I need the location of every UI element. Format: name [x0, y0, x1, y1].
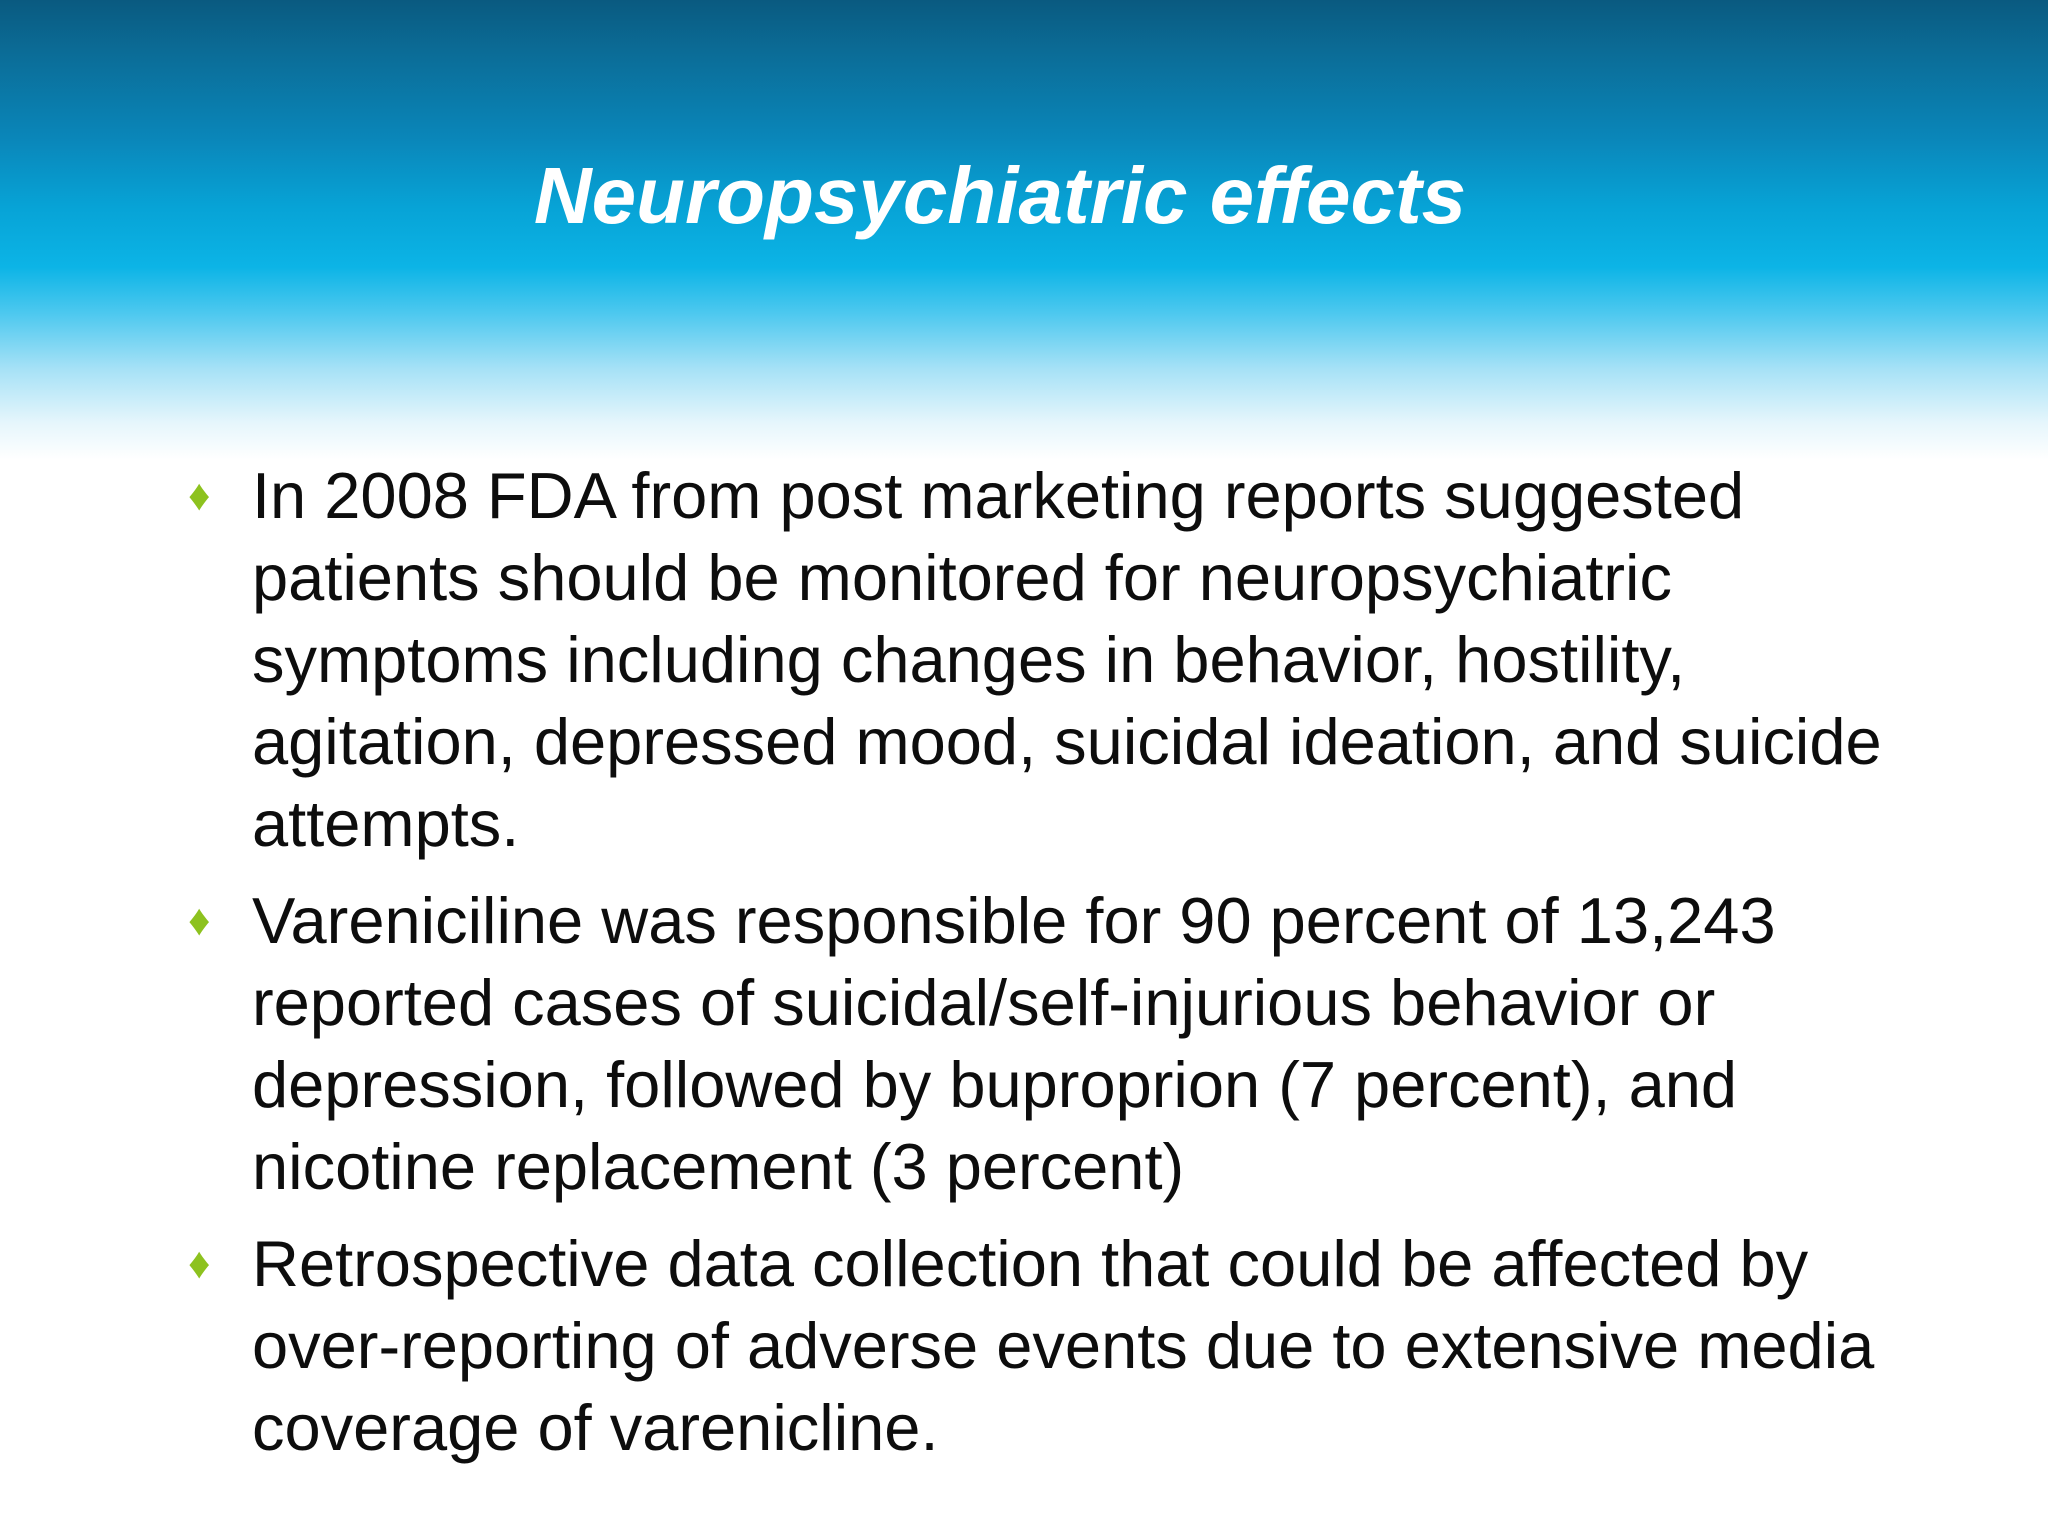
slide-title: Neuropsychiatric effects — [533, 151, 1467, 240]
diamond-icon: ♦ — [188, 1239, 211, 1288]
header-gradient-band — [0, 0, 2048, 460]
bullet-item: ♦ Retrospective data collection that cou… — [180, 1223, 1900, 1469]
diamond-icon: ♦ — [188, 471, 211, 520]
bullet-text: In 2008 FDA from post marketing reports … — [252, 459, 1882, 860]
bullet-list: ♦ In 2008 FDA from post marketing report… — [180, 455, 1900, 1484]
diamond-icon: ♦ — [188, 896, 211, 945]
bullet-text: Vareniciline was responsible for 90 perc… — [252, 884, 1776, 1203]
bullet-text: Retrospective data collection that could… — [252, 1227, 1875, 1464]
bullet-item: ♦ Vareniciline was responsible for 90 pe… — [180, 880, 1900, 1208]
bullet-item: ♦ In 2008 FDA from post marketing report… — [180, 455, 1900, 865]
